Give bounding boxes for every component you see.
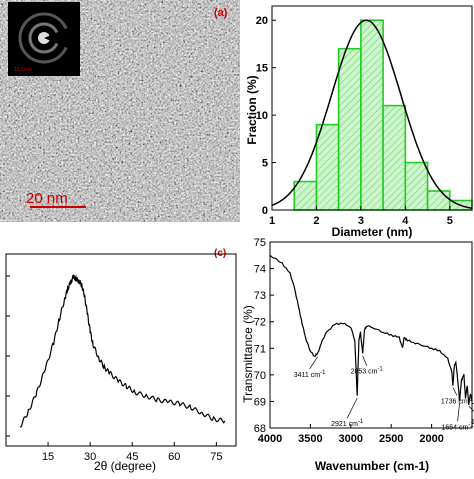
y-tick-label-5: 5 bbox=[262, 158, 268, 170]
inset-scale-text: 10 1/nm bbox=[14, 67, 32, 73]
tem-image-panel: 10 1/nm (a) 20 nm bbox=[0, 0, 240, 222]
tem-micrograph: 10 1/nm (a) 20 nm bbox=[0, 0, 240, 222]
ftir-annotation-5: 1457 bbox=[471, 419, 474, 426]
gaussian-fit-line bbox=[271, 19, 473, 209]
size-histogram-panel: Fraction (%) Diameter (nm) 1 2 3 4 5 0 5 10 15 20 bbox=[240, 0, 474, 240]
xrd-panel: (c) 2θ (degree) 15 30 45 60 75 bbox=[0, 232, 240, 474]
xrd-x-tick-label-30: 30 bbox=[84, 451, 96, 463]
histogram-bar-6 bbox=[426, 190, 451, 211]
ftir-y-tick-label-75: 75 bbox=[254, 237, 266, 249]
y-tick-label-20: 20 bbox=[256, 15, 268, 27]
ftir-annotation-4: 1654 cm-1 bbox=[441, 422, 474, 431]
histogram-bar-5 bbox=[404, 161, 429, 211]
ftir-annotation-arrow-5 bbox=[468, 405, 474, 412]
ftir-ylabel: Transmittance (%) bbox=[241, 305, 255, 403]
ftir-xlabel-text: Wavenumber (cm-1) bbox=[315, 459, 429, 473]
ftir-annotation-arrow-2 bbox=[362, 355, 368, 366]
ftir-y-tick-label-68: 68 bbox=[254, 423, 266, 435]
ftir-annotation-arrow-3 bbox=[452, 387, 458, 396]
xrd-x-tick-label-60: 60 bbox=[168, 451, 180, 463]
histogram-xlabel: Diameter (nm) bbox=[332, 225, 413, 239]
ftir-annotation-arrow-4 bbox=[457, 403, 460, 422]
ftir-annotation-1: 2921 cm-1 bbox=[331, 419, 364, 428]
histogram-ylabel: Fraction (%) bbox=[245, 75, 259, 144]
scale-bar-text: 20 nm bbox=[26, 190, 68, 207]
ftir-annotation-arrow-0 bbox=[309, 356, 318, 370]
ftir-x-tick-label-2000: 2000 bbox=[419, 433, 443, 445]
histogram-bar-4 bbox=[382, 104, 407, 211]
ftir-x-tick-label-3500: 3500 bbox=[298, 433, 322, 445]
xrd-series-line bbox=[19, 274, 226, 428]
xrd-x-tick-label-45: 45 bbox=[126, 451, 138, 463]
xrd-x-tick-label-15: 15 bbox=[42, 451, 54, 463]
x-tick-label-2: 2 bbox=[313, 215, 319, 227]
scale-bar: 20 nm bbox=[26, 190, 86, 208]
ftir-y-tick-label-70: 70 bbox=[254, 370, 266, 382]
ftir-y-tick-label-72: 72 bbox=[254, 317, 266, 329]
y-tick-label-0: 0 bbox=[262, 205, 268, 217]
ftir-y-tick-label-73: 73 bbox=[254, 290, 266, 302]
size-histogram: Fraction (%) Diameter (nm) 1 2 3 4 5 0 5 10 15 20 bbox=[245, 5, 473, 239]
xrd-chart: (c) 2θ (degree) 15 30 45 60 75 bbox=[5, 248, 237, 473]
ftir-frame bbox=[269, 241, 473, 429]
histogram-frame bbox=[271, 5, 473, 211]
ftir-x-tick-label-4000: 4000 bbox=[258, 433, 282, 445]
panel-a-label: (a) bbox=[214, 7, 228, 19]
ftir-y-tick-label-69: 69 bbox=[254, 396, 266, 408]
xrd-x-tick-label-75: 75 bbox=[210, 451, 222, 463]
y-tick-label-15: 15 bbox=[256, 63, 268, 75]
x-tick-label-3: 3 bbox=[358, 215, 364, 227]
saed-inset: 10 1/nm bbox=[8, 2, 80, 76]
histogram-bar-3 bbox=[360, 19, 384, 211]
x-tick-label-5: 5 bbox=[447, 215, 453, 227]
ftir-y-tick-label-74: 74 bbox=[254, 264, 266, 276]
x-tick-label-1: 1 bbox=[269, 215, 275, 227]
histogram-bar-0 bbox=[293, 180, 318, 211]
ftir-x-tick-label-2500: 2500 bbox=[379, 433, 403, 445]
ftir-annotation-2: 2853 cm-1 bbox=[351, 367, 384, 376]
xrd-frame bbox=[5, 253, 237, 447]
y-tick-label-10: 10 bbox=[256, 110, 268, 122]
ftir-chart: Transmittance (%) Wavenumber (cm-1) 4000… bbox=[241, 237, 474, 473]
ftir-annotation-3: 1736 cm-1 bbox=[441, 396, 474, 405]
histogram-bar-1 bbox=[315, 123, 340, 211]
ftir-series-line bbox=[269, 254, 473, 405]
ftir-panel: Transmittance (%) Wavenumber (cm-1) 4000… bbox=[240, 232, 474, 474]
x-tick-label-4: 4 bbox=[402, 215, 409, 227]
ftir-annotation-0: 3411 cm-1 bbox=[294, 370, 326, 379]
histogram-bar-2 bbox=[337, 47, 362, 211]
ftir-x-tick-label-3000: 3000 bbox=[339, 433, 363, 445]
xrd-xlabel: 2θ (degree) bbox=[94, 459, 156, 473]
ftir-y-tick-label-71: 71 bbox=[254, 343, 266, 355]
ftir-xlabel: Wavenumber (cm-1) bbox=[315, 459, 429, 473]
ftir-annotation-arrow-1 bbox=[346, 397, 358, 419]
